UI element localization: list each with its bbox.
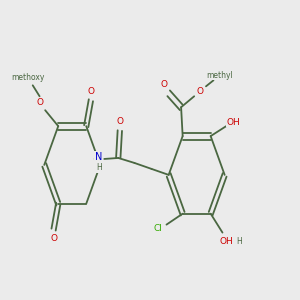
Text: O: O: [50, 234, 57, 243]
Text: H: H: [96, 164, 102, 172]
Text: methoxy: methoxy: [11, 74, 45, 82]
Text: OH: OH: [226, 118, 240, 127]
Text: methyl: methyl: [206, 71, 233, 80]
Text: O: O: [87, 87, 94, 96]
Text: H: H: [236, 237, 242, 246]
Text: O: O: [160, 80, 167, 89]
Text: O: O: [116, 117, 123, 126]
Text: O: O: [36, 98, 43, 107]
Text: Cl: Cl: [153, 224, 162, 233]
Text: OH: OH: [220, 237, 234, 246]
Text: O: O: [197, 87, 204, 96]
Text: N: N: [95, 152, 102, 162]
